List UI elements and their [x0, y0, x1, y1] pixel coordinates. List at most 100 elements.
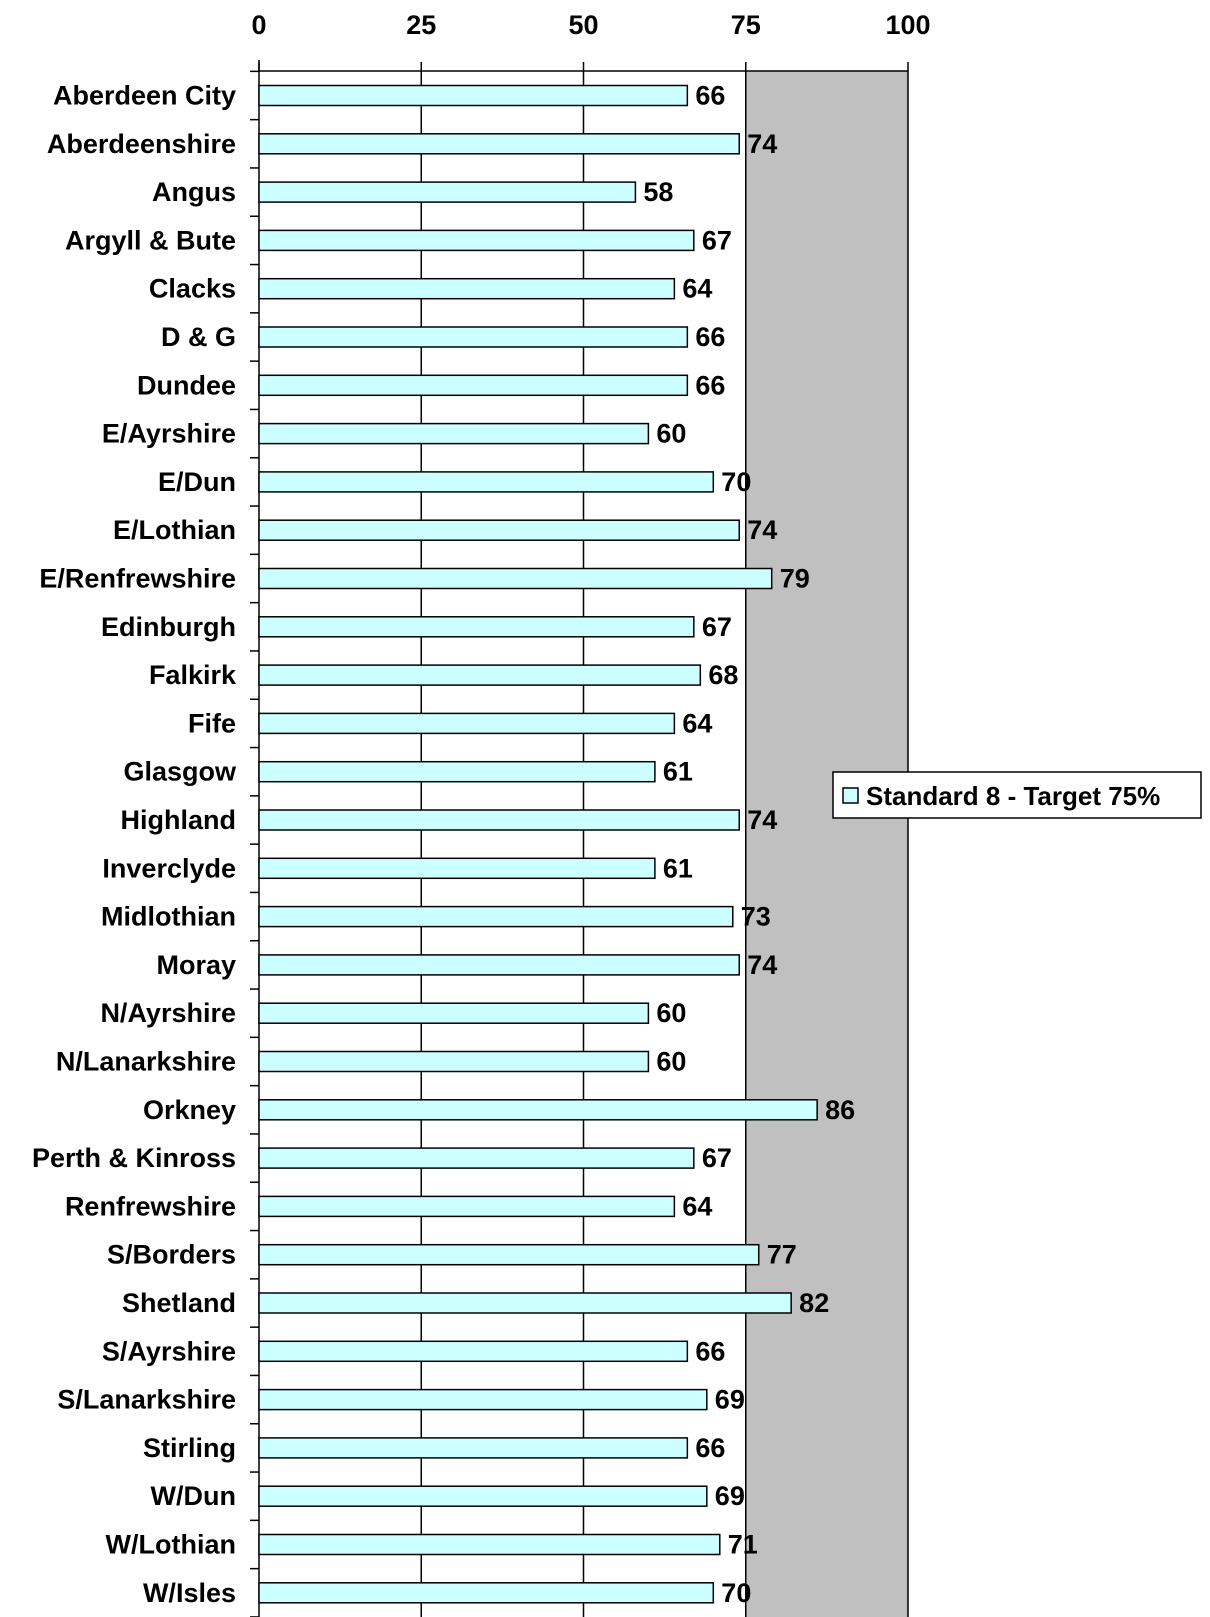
- category-label: N/Lanarkshire: [56, 1047, 236, 1077]
- bar: [258, 857, 656, 880]
- bar: [258, 422, 650, 445]
- category-label: Dundee: [137, 370, 236, 400]
- x-tick-label: 50: [568, 10, 598, 40]
- legend-label: Standard 8 - Target 75%: [866, 781, 1160, 811]
- data-label: 74: [747, 805, 777, 835]
- category-label: E/Dun: [158, 467, 236, 497]
- data-label: 67: [702, 612, 732, 642]
- x-axis-ticks: 0 25 50 75 100: [251, 10, 931, 71]
- data-label: 74: [747, 129, 777, 159]
- data-label: 77: [767, 1240, 797, 1270]
- category-label: E/Lothian: [113, 515, 236, 545]
- bar: [258, 1340, 689, 1363]
- data-label: 82: [799, 1288, 829, 1318]
- category-label: E/Renfrewshire: [39, 564, 236, 594]
- data-label: 86: [825, 1095, 855, 1125]
- bar: [258, 712, 676, 735]
- data-label: 66: [695, 81, 725, 111]
- category-label: Inverclyde: [102, 853, 236, 883]
- bar: [258, 1002, 650, 1024]
- category-label: Midlothian: [101, 902, 236, 932]
- bar: [258, 84, 689, 107]
- bar: [258, 1582, 715, 1604]
- category-label: S/Borders: [107, 1240, 236, 1270]
- x-tick-label: 25: [406, 10, 436, 40]
- category-label: S/Lanarkshire: [57, 1385, 236, 1415]
- data-label: 69: [715, 1481, 745, 1511]
- bar: [258, 760, 656, 783]
- category-label: Argyll & Bute: [65, 225, 236, 255]
- bar: [258, 471, 715, 493]
- category-label: Highland: [121, 805, 237, 835]
- data-label: 64: [682, 708, 712, 738]
- category-label: W/Dun: [151, 1481, 236, 1511]
- data-labels: 6674586764666660707479676864617461737460…: [643, 81, 855, 1608]
- data-label: 70: [721, 1578, 751, 1608]
- bar: [258, 616, 695, 638]
- x-tick-label: 75: [731, 10, 761, 40]
- data-label: 66: [695, 1433, 725, 1463]
- category-label: Edinburgh: [101, 612, 236, 642]
- data-label: 68: [708, 660, 738, 690]
- data-label: 66: [695, 370, 725, 400]
- category-label: Glasgow: [123, 757, 237, 787]
- bar: [258, 809, 741, 831]
- data-label: 74: [747, 515, 777, 545]
- category-label: S/Ayrshire: [102, 1336, 236, 1366]
- x-tick-label: 0: [251, 10, 266, 40]
- bar: [258, 905, 734, 928]
- category-label: W/Lothian: [106, 1530, 236, 1560]
- bar: [258, 181, 637, 203]
- category-label: Renfrewshire: [65, 1191, 236, 1221]
- data-label: 64: [682, 274, 712, 304]
- bar: [258, 1195, 676, 1218]
- data-label: 70: [721, 467, 751, 497]
- data-label: 69: [715, 1385, 745, 1415]
- data-label: 73: [741, 902, 771, 932]
- data-label: 61: [663, 757, 693, 787]
- category-label: Aberdeen City: [53, 81, 236, 111]
- data-label: 60: [656, 419, 686, 449]
- legend: Standard 8 - Target 75%: [832, 771, 1202, 819]
- bar: [258, 1050, 650, 1073]
- category-label: Aberdeenshire: [47, 129, 236, 159]
- data-label: 60: [656, 998, 686, 1028]
- bar: [258, 374, 689, 397]
- data-label: 66: [695, 322, 725, 352]
- bar: [258, 133, 741, 155]
- category-label: W/Isles: [143, 1578, 236, 1608]
- category-label: Shetland: [122, 1288, 236, 1318]
- category-labels: Aberdeen City Aberdeenshire Angus Argyll & …: [32, 81, 237, 1608]
- bar: [258, 664, 702, 686]
- bar: [258, 1388, 708, 1411]
- x-tick-label: 100: [885, 10, 930, 40]
- category-label: Fife: [188, 708, 236, 738]
- category-label: Stirling: [143, 1433, 236, 1463]
- category-label: D & G: [161, 322, 236, 352]
- bar: [258, 1147, 695, 1169]
- bar: [258, 1292, 792, 1314]
- bar: [258, 1485, 708, 1507]
- category-label: Perth & Kinross: [32, 1143, 236, 1173]
- category-label: Angus: [152, 177, 236, 207]
- data-label: 60: [656, 1047, 686, 1077]
- plot-area-below-target: [259, 71, 746, 1617]
- bar: [258, 1099, 818, 1121]
- bar: [258, 954, 741, 976]
- target-band: [745, 71, 908, 1617]
- legend-swatch: [842, 787, 859, 804]
- data-label: 58: [643, 177, 673, 207]
- data-label: 61: [663, 853, 693, 883]
- bar: [258, 1437, 689, 1459]
- bar: [258, 277, 676, 300]
- bar: [258, 519, 741, 541]
- bars: [258, 84, 818, 1604]
- data-label: 79: [780, 564, 810, 594]
- bar: [258, 567, 773, 590]
- bar: [258, 1533, 721, 1556]
- category-label: Clacks: [149, 274, 236, 304]
- category-label: Moray: [156, 950, 236, 980]
- category-label: N/Ayrshire: [100, 998, 236, 1028]
- data-label: 64: [682, 1191, 712, 1221]
